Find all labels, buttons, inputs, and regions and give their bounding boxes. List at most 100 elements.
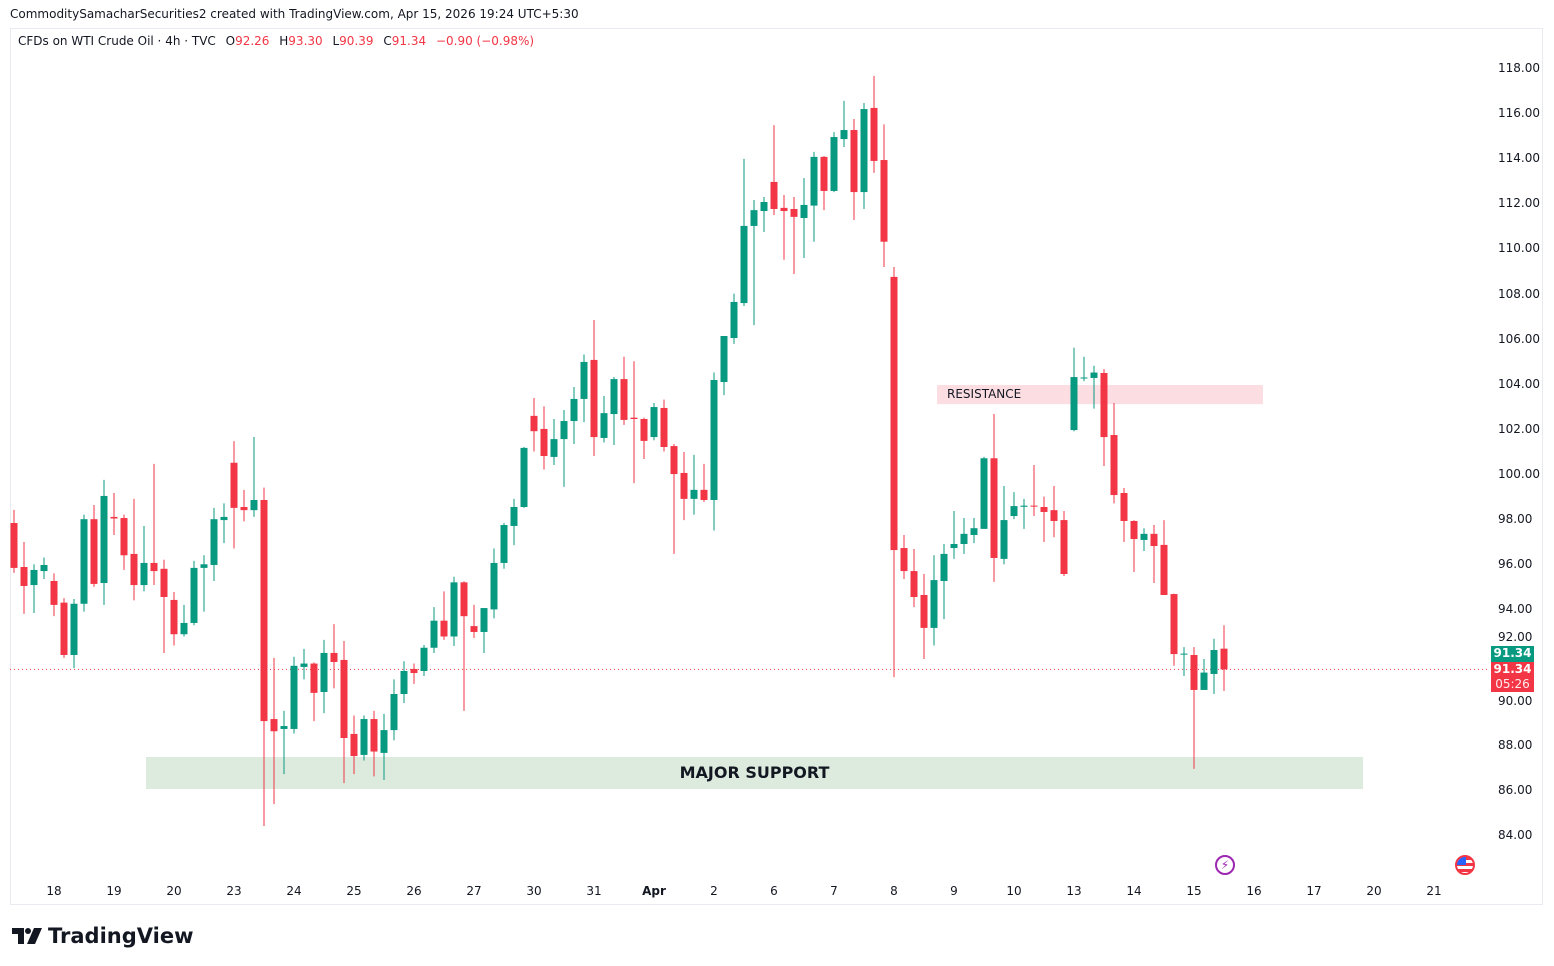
candle-down bbox=[990, 458, 998, 558]
candle-up bbox=[720, 335, 728, 383]
time-tick-label: 27 bbox=[466, 884, 482, 898]
candle-down bbox=[20, 567, 28, 586]
candle-up bbox=[380, 730, 388, 753]
candle-down bbox=[90, 519, 98, 584]
candle-down bbox=[1060, 520, 1068, 574]
candle-up bbox=[280, 726, 288, 729]
us-flag-icon[interactable] bbox=[1455, 855, 1475, 875]
candle-down bbox=[540, 428, 548, 457]
candle-up bbox=[1090, 372, 1098, 378]
low-label: L bbox=[332, 34, 340, 48]
resistance-zone-label: RESISTANCE bbox=[947, 386, 1022, 401]
candle-up bbox=[650, 407, 658, 438]
price-tick-label: 90.00 bbox=[1498, 694, 1533, 708]
candle-down bbox=[330, 652, 338, 662]
candle-up bbox=[690, 489, 698, 499]
candle-down bbox=[670, 446, 678, 475]
candle-down bbox=[310, 663, 318, 693]
time-tick-label: 25 bbox=[346, 884, 362, 898]
candle-up bbox=[520, 447, 528, 507]
open-value: 92.26 bbox=[235, 34, 270, 48]
candle-down bbox=[640, 419, 648, 441]
time-tick-label: 16 bbox=[1246, 884, 1262, 898]
price-tick-label: 98.00 bbox=[1498, 512, 1533, 527]
time-tick-label: 20 bbox=[166, 884, 182, 898]
candle-up bbox=[140, 562, 148, 586]
candle-up bbox=[450, 582, 458, 637]
candle-down bbox=[130, 553, 138, 586]
candle-up bbox=[760, 201, 768, 212]
price-tick-label: 104.00 bbox=[1498, 376, 1540, 391]
time-tick-label: 31 bbox=[586, 884, 602, 898]
last-price-tag: 91.34 05:26 bbox=[1491, 662, 1534, 692]
candle-down bbox=[1190, 654, 1198, 690]
price-tick-label: 112.00 bbox=[1498, 196, 1540, 211]
candle-up bbox=[560, 421, 568, 440]
candle-down bbox=[470, 626, 478, 632]
candle-up bbox=[300, 663, 308, 667]
candle-up bbox=[500, 525, 508, 563]
candle-down bbox=[50, 580, 58, 605]
time-tick-label: 13 bbox=[1066, 884, 1082, 898]
candle-down bbox=[10, 523, 18, 568]
candle-up bbox=[80, 519, 88, 604]
close-label: C bbox=[383, 34, 392, 48]
candle-up bbox=[290, 665, 298, 729]
time-tick-label: 8 bbox=[890, 884, 898, 898]
bar-countdown: 05:26 bbox=[1495, 677, 1530, 691]
candle-down bbox=[920, 594, 928, 628]
time-tick-label: 30 bbox=[526, 884, 542, 898]
time-tick-label: 10 bbox=[1006, 884, 1022, 898]
time-tick-label: 18 bbox=[46, 884, 62, 898]
price-tick-label: 92.00 bbox=[1498, 630, 1533, 644]
candle-up bbox=[100, 495, 108, 584]
time-tick-label: 17 bbox=[1306, 884, 1322, 898]
candle-down bbox=[590, 359, 598, 438]
candle-up bbox=[200, 564, 208, 568]
candle-up bbox=[580, 361, 588, 399]
candle-down bbox=[880, 160, 888, 242]
candle-down bbox=[660, 407, 668, 447]
candle-down bbox=[620, 379, 628, 420]
tradingview-logo[interactable]: TradingView bbox=[12, 924, 193, 948]
candle-up bbox=[30, 569, 38, 586]
time-tick-label: 9 bbox=[950, 884, 958, 898]
candle-down bbox=[440, 620, 448, 637]
candle-down bbox=[870, 107, 878, 161]
price-tick-label: 110.00 bbox=[1498, 241, 1540, 256]
price-tick-label: 106.00 bbox=[1498, 331, 1540, 346]
resistance-zone bbox=[937, 384, 1263, 405]
high-label: H bbox=[279, 34, 289, 48]
price-tick-label: 86.00 bbox=[1498, 782, 1533, 797]
price-tick-label: 108.00 bbox=[1498, 286, 1540, 301]
candle-down bbox=[1030, 505, 1038, 507]
price-tick-label: 84.00 bbox=[1498, 828, 1533, 842]
time-tick-label: 6 bbox=[770, 884, 778, 898]
candle-up bbox=[980, 458, 988, 529]
lightning-icon[interactable]: ⚡ bbox=[1215, 855, 1235, 875]
candle-up bbox=[510, 506, 518, 526]
candle-up bbox=[1070, 377, 1078, 431]
candle-down bbox=[1110, 435, 1118, 496]
price-tick-label: 94.00 bbox=[1498, 602, 1533, 617]
time-tick-label: 20 bbox=[1366, 884, 1382, 898]
candle-down bbox=[790, 208, 798, 217]
high-value: 93.30 bbox=[288, 34, 323, 48]
candle-down bbox=[230, 462, 238, 508]
candle-down bbox=[700, 489, 708, 501]
candle-down bbox=[890, 276, 898, 551]
candle-up bbox=[320, 652, 328, 692]
candle-up bbox=[970, 528, 978, 535]
candle-up bbox=[710, 379, 718, 501]
time-tick-label: 26 bbox=[406, 884, 422, 898]
symbol-title[interactable]: CFDs on WTI Crude Oil · 4h · TVC bbox=[18, 34, 216, 48]
candle-down bbox=[1150, 533, 1158, 547]
candle-up bbox=[400, 670, 408, 695]
change-value: −0.90 (−0.98%) bbox=[435, 34, 535, 48]
time-tick-label: 21 bbox=[1426, 884, 1442, 898]
candle-down bbox=[410, 668, 418, 674]
last-price-value: 91.34 bbox=[1493, 662, 1532, 676]
price-tick-label: 100.00 bbox=[1498, 467, 1540, 482]
candle-up bbox=[1000, 520, 1008, 559]
